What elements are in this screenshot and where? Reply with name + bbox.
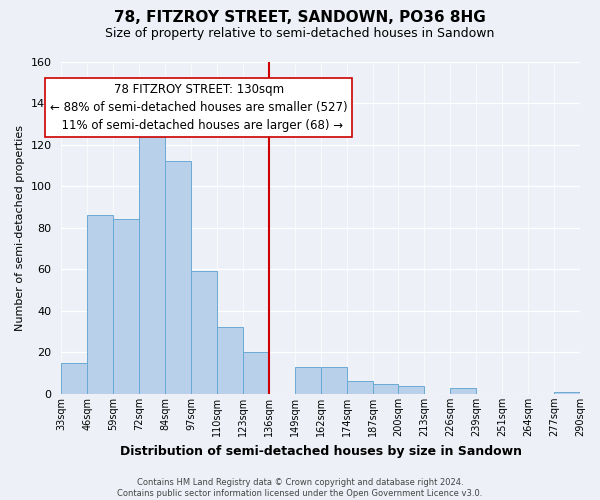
Bar: [373, 384, 398, 394]
Y-axis label: Number of semi-detached properties: Number of semi-detached properties: [15, 124, 25, 330]
Bar: [61, 362, 88, 394]
Text: Contains HM Land Registry data © Crown copyright and database right 2024.
Contai: Contains HM Land Registry data © Crown c…: [118, 478, 482, 498]
Bar: [321, 367, 347, 394]
Bar: [88, 215, 113, 394]
Text: 78, FITZROY STREET, SANDOWN, PO36 8HG: 78, FITZROY STREET, SANDOWN, PO36 8HG: [114, 10, 486, 25]
Bar: [113, 220, 139, 394]
Bar: [191, 272, 217, 394]
Bar: [295, 367, 321, 394]
Bar: [554, 392, 580, 394]
Bar: [347, 382, 373, 394]
Bar: [217, 328, 243, 394]
X-axis label: Distribution of semi-detached houses by size in Sandown: Distribution of semi-detached houses by …: [120, 444, 522, 458]
Bar: [243, 352, 269, 394]
Text: Size of property relative to semi-detached houses in Sandown: Size of property relative to semi-detach…: [106, 28, 494, 40]
Text: 78 FITZROY STREET: 130sqm
← 88% of semi-detached houses are smaller (527)
  11% : 78 FITZROY STREET: 130sqm ← 88% of semi-…: [50, 83, 347, 132]
Bar: [398, 386, 424, 394]
Bar: [139, 122, 165, 394]
Bar: [451, 388, 476, 394]
Bar: [165, 161, 191, 394]
